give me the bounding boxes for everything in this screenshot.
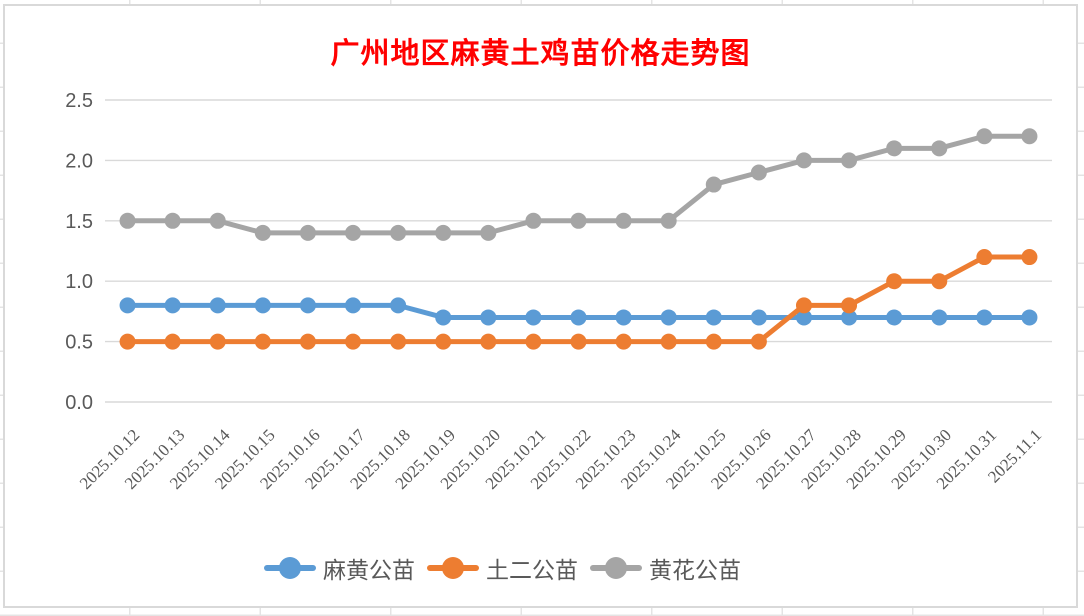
legend-line-marker-icon — [264, 557, 316, 579]
data-point[interactable] — [435, 224, 452, 241]
data-point[interactable] — [705, 333, 722, 350]
y-axis-tick-label: 1.0 — [65, 271, 93, 293]
legend-item-label: 土二公苗 — [486, 558, 578, 583]
data-point[interactable] — [660, 333, 677, 350]
data-point[interactable] — [299, 333, 316, 350]
data-point[interactable] — [209, 297, 226, 314]
data-point[interactable] — [390, 333, 407, 350]
data-point[interactable] — [1021, 309, 1038, 326]
data-point[interactable] — [525, 212, 542, 229]
data-point[interactable] — [660, 212, 677, 229]
data-point[interactable] — [931, 140, 948, 157]
data-point[interactable] — [795, 297, 812, 314]
legend-item-label: 黄花公苗 — [649, 558, 741, 583]
data-point[interactable] — [164, 333, 181, 350]
data-point[interactable] — [119, 333, 136, 350]
data-point[interactable] — [570, 309, 587, 326]
plot-area: 0.00.51.01.52.02.52025.10.122025.10.1320… — [65, 90, 1052, 493]
data-point[interactable] — [705, 309, 722, 326]
y-axis-tick-label: 2.0 — [65, 150, 93, 172]
data-point[interactable] — [615, 333, 632, 350]
data-point[interactable] — [435, 309, 452, 326]
data-point[interactable] — [525, 309, 542, 326]
data-point[interactable] — [345, 333, 362, 350]
data-point[interactable] — [886, 140, 903, 157]
y-axis-tick-label: 0.0 — [65, 392, 93, 414]
data-point[interactable] — [299, 297, 316, 314]
legend[interactable]: 麻黄公苗 土二公苗 黄花公苗 — [0, 551, 1038, 585]
data-point[interactable] — [615, 309, 632, 326]
data-point[interactable] — [615, 212, 632, 229]
legend-item[interactable]: 土二公苗 — [427, 551, 578, 585]
data-point[interactable] — [570, 333, 587, 350]
data-point[interactable] — [164, 297, 181, 314]
data-point[interactable] — [705, 176, 722, 193]
data-point[interactable] — [841, 297, 858, 314]
data-point[interactable] — [841, 309, 858, 326]
data-point[interactable] — [841, 152, 858, 169]
data-point[interactable] — [209, 212, 226, 229]
data-point[interactable] — [390, 224, 407, 241]
data-point[interactable] — [1021, 128, 1038, 145]
legend-item[interactable]: 黄花公苗 — [590, 551, 741, 585]
data-point[interactable] — [209, 333, 226, 350]
data-point[interactable] — [976, 309, 993, 326]
data-point[interactable] — [795, 152, 812, 169]
y-axis-tick-label: 2.5 — [65, 90, 93, 112]
chart-title[interactable]: 广州地区麻黄土鸡苗价格走势图 — [330, 38, 751, 70]
data-point[interactable] — [480, 309, 497, 326]
data-point[interactable] — [254, 297, 271, 314]
legend-line-marker-icon — [427, 557, 479, 579]
data-point[interactable] — [435, 333, 452, 350]
data-point[interactable] — [164, 212, 181, 229]
data-point[interactable] — [345, 297, 362, 314]
data-point[interactable] — [119, 212, 136, 229]
data-point[interactable] — [119, 297, 136, 314]
data-point[interactable] — [795, 309, 812, 326]
data-point[interactable] — [390, 297, 407, 314]
y-axis-tick-label: 1.5 — [65, 211, 93, 233]
y-axis-tick-label: 0.5 — [65, 332, 93, 354]
data-point[interactable] — [299, 224, 316, 241]
data-point[interactable] — [570, 212, 587, 229]
data-point[interactable] — [480, 333, 497, 350]
data-point[interactable] — [750, 164, 767, 181]
chart-object[interactable]: 广州地区麻黄土鸡苗价格走势图 0.0 0.5 1.0 1.5 2.0 2.5 2025.10… — [3, 4, 1078, 608]
data-point[interactable] — [1021, 249, 1038, 266]
data-point[interactable] — [660, 309, 677, 326]
legend-line-marker-icon — [590, 557, 642, 579]
data-point[interactable] — [480, 224, 497, 241]
data-point[interactable] — [750, 309, 767, 326]
data-point[interactable] — [976, 249, 993, 266]
legend-item[interactable]: 麻黄公苗 — [264, 551, 415, 585]
data-point[interactable] — [886, 273, 903, 290]
data-point[interactable] — [931, 273, 948, 290]
data-point[interactable] — [976, 128, 993, 145]
data-point[interactable] — [345, 224, 362, 241]
data-point[interactable] — [254, 224, 271, 241]
data-point[interactable] — [525, 333, 542, 350]
data-point[interactable] — [886, 309, 903, 326]
data-point[interactable] — [254, 333, 271, 350]
data-point[interactable] — [750, 333, 767, 350]
data-point[interactable] — [931, 309, 948, 326]
legend-item-label: 麻黄公苗 — [323, 558, 415, 583]
